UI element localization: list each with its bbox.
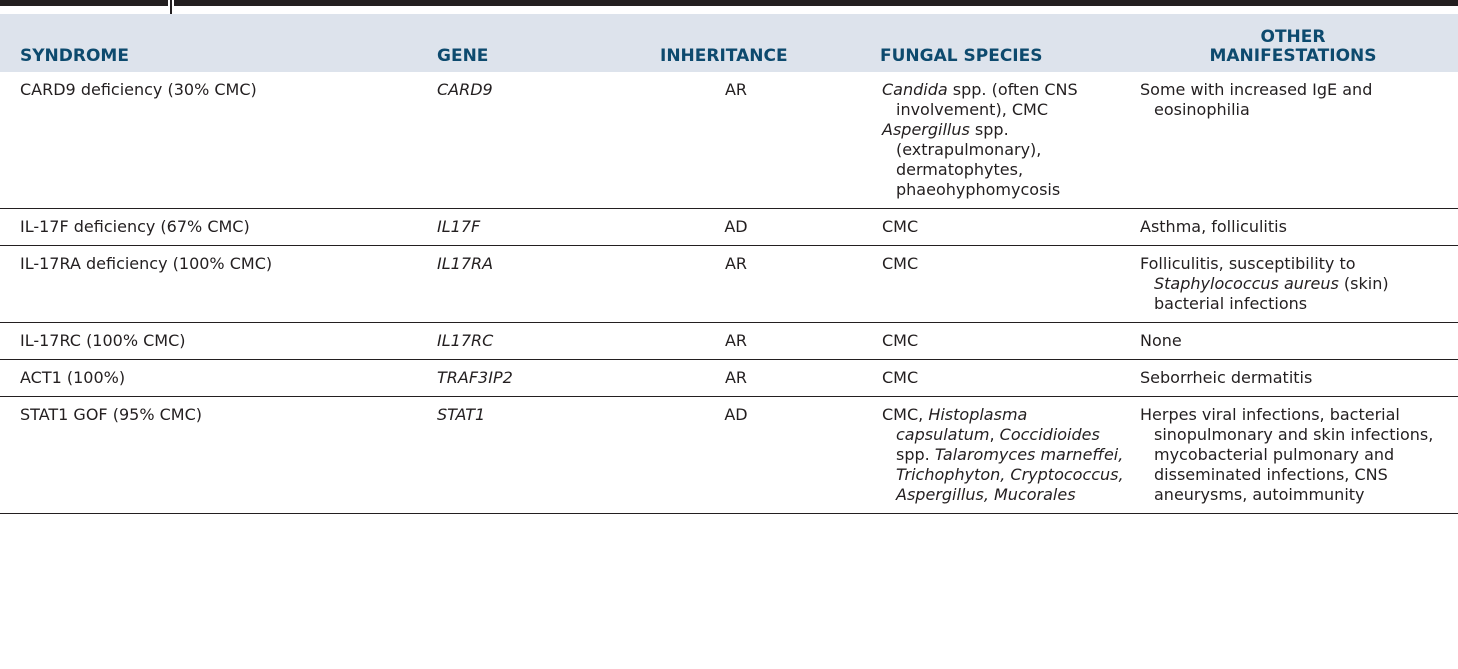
cell-other-manifestations: Seborrheic dermatitis <box>1128 359 1458 397</box>
species-text: spp. (extrapulmonary), dermatophytes, ph… <box>896 120 1061 199</box>
cell-gene: TRAF3IP2 <box>410 359 630 397</box>
species-name: Talaromyces marneffei, Trichophyton, Cry… <box>896 445 1124 504</box>
cell-gene: STAT1 <box>410 396 630 514</box>
top-rule-divider <box>170 0 172 14</box>
table-header: SYNDROME GENE INHERITANCE FUNGAL SPECIES… <box>0 14 1458 72</box>
cell-gene: IL17F <box>410 208 630 246</box>
cell-other-manifestations: None <box>1128 322 1458 360</box>
cell-other-manifestations: Asthma, folliculitis <box>1128 208 1458 246</box>
cell-syndrome: CARD9 deficiency (30% CMC) <box>0 72 410 209</box>
cell-inheritance: AR <box>630 359 850 397</box>
syndrome-table: SYNDROME GENE INHERITANCE FUNGAL SPECIES… <box>0 14 1458 514</box>
header-other-line2: MANIFESTATIONS <box>1209 46 1377 66</box>
manifestation-text: Folliculitis, susceptibility to Staphylo… <box>1140 254 1448 314</box>
cell-fungal-species: CMC <box>850 245 1128 323</box>
table-body: CARD9 deficiency (30% CMC) CARD9 AR Cand… <box>0 72 1458 514</box>
top-rule <box>0 0 1458 6</box>
species-name: Histoplasma capsulatum <box>896 405 1028 444</box>
species-text: spp. <box>896 445 935 464</box>
cell-gene: IL17RC <box>410 322 630 360</box>
table-row: IL-17RC (100% CMC) IL17RC AR CMC None <box>0 322 1458 360</box>
header-gene: GENE <box>410 14 630 72</box>
table-row: CARD9 deficiency (30% CMC) CARD9 AR Cand… <box>0 72 1458 209</box>
cell-syndrome: ACT1 (100%) <box>0 359 410 397</box>
header-fungal-species: FUNGAL SPECIES <box>850 14 1128 72</box>
cell-other-manifestations: Herpes viral infections, bacterial sinop… <box>1128 396 1458 514</box>
cell-syndrome: IL-17RA deficiency (100% CMC) <box>0 245 410 323</box>
cell-syndrome: IL-17RC (100% CMC) <box>0 322 410 360</box>
cell-fungal-species: CMC, Histoplasma capsulatum, Coccidioide… <box>850 396 1128 514</box>
species-text: spp. (often CNS involvement), CMC <box>896 80 1078 119</box>
table-row: ACT1 (100%) TRAF3IP2 AR CMC Seborrheic d… <box>0 359 1458 397</box>
fungal-entry: Aspergillus spp. (extrapulmonary), derma… <box>882 120 1128 200</box>
cell-other-manifestations: Some with increased IgE and eosinophilia <box>1128 72 1458 209</box>
species-name: Coccidioides <box>999 425 1100 444</box>
header-other-manifestations: OTHER MANIFESTATIONS <box>1128 14 1458 72</box>
manifestation-text: Herpes viral infections, bacterial sinop… <box>1140 405 1434 504</box>
bacteria-name: Staphylococcus aureus <box>1154 274 1339 293</box>
cell-other-manifestations: Folliculitis, susceptibility to Staphylo… <box>1128 245 1458 323</box>
manifestation-text: Seborrheic dermatitis <box>1140 368 1313 387</box>
cell-fungal-species: CMC <box>850 322 1128 360</box>
header-row: SYNDROME GENE INHERITANCE FUNGAL SPECIES… <box>0 14 1458 72</box>
manifestation-text: Some with increased IgE and eosinophilia <box>1140 80 1373 119</box>
species-text: CMC, <box>882 405 929 424</box>
cell-gene: CARD9 <box>410 72 630 209</box>
cell-fungal-species: CMC <box>850 359 1128 397</box>
species-text: , <box>989 425 1000 444</box>
cell-syndrome: IL-17F deficiency (67% CMC) <box>0 208 410 246</box>
cell-inheritance: AD <box>630 208 850 246</box>
fungal-entry: CMC, Histoplasma capsulatum, Coccidioide… <box>882 405 1128 505</box>
header-other-line1: OTHER <box>1260 27 1326 47</box>
cell-fungal-species: Candida spp. (often CNS involvement), CM… <box>850 72 1128 209</box>
table-row: IL-17F deficiency (67% CMC) IL17F AD CMC… <box>0 208 1458 246</box>
cell-fungal-species: CMC <box>850 208 1128 246</box>
cell-gene: IL17RA <box>410 245 630 323</box>
manifestation-text: None <box>1140 331 1182 350</box>
cell-inheritance: AR <box>630 322 850 360</box>
cell-syndrome: STAT1 GOF (95% CMC) <box>0 396 410 514</box>
manifestation-pre: Folliculitis, susceptibility to <box>1140 254 1356 273</box>
header-syndrome: SYNDROME <box>0 14 410 72</box>
manifestation-post: (skin) bacterial infections <box>1154 274 1389 313</box>
species-name: Candida <box>882 80 948 99</box>
cell-inheritance: AR <box>630 245 850 323</box>
header-inheritance: INHERITANCE <box>630 14 850 72</box>
manifestation-text: Asthma, folliculitis <box>1140 217 1287 236</box>
cell-inheritance: AR <box>630 72 850 209</box>
table-row: STAT1 GOF (95% CMC) STAT1 AD CMC, Histop… <box>0 396 1458 514</box>
fungal-entry: Candida spp. (often CNS involvement), CM… <box>882 80 1128 120</box>
species-name: Aspergillus <box>882 120 970 139</box>
table-row: IL-17RA deficiency (100% CMC) IL17RA AR … <box>0 245 1458 323</box>
cell-inheritance: AD <box>630 396 850 514</box>
